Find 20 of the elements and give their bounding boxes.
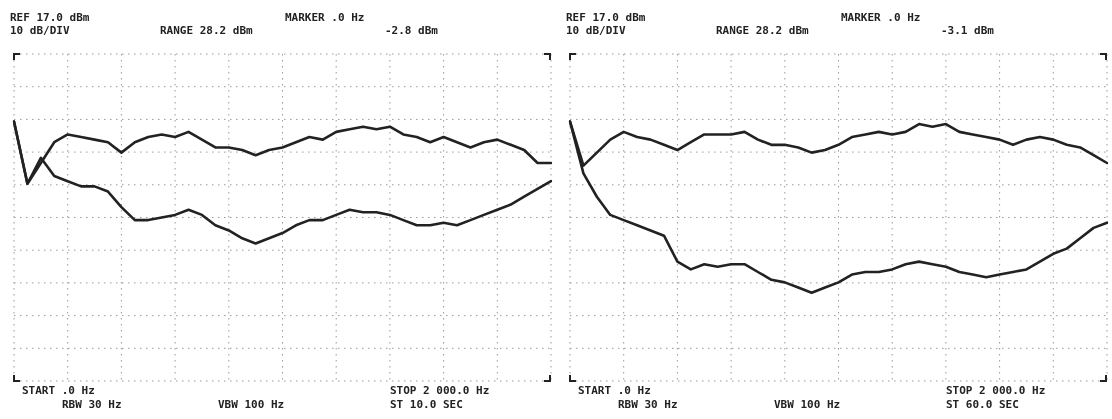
text: ST 10.0 SEC — [390, 398, 463, 411]
text: -2.8 dBm — [385, 24, 438, 37]
text: VBW 100 Hz — [218, 398, 285, 411]
text: START .0 Hz — [22, 384, 95, 397]
text: MARKER .0 Hz — [841, 11, 921, 24]
text: RBW 30 Hz — [62, 398, 122, 411]
text: STOP 2 000.0 Hz — [946, 384, 1046, 397]
text: STOP 2 000.0 Hz — [390, 384, 490, 397]
text: REF 17.0 dBm — [10, 11, 90, 24]
text: 10 dB/DIV — [566, 24, 626, 37]
text: START .0 Hz — [578, 384, 651, 397]
text: REF 17.0 dBm — [566, 11, 646, 24]
text: -3.1 dBm — [941, 24, 994, 37]
text: RANGE 28.2 dBm — [160, 24, 253, 37]
text: MARKER .0 Hz — [285, 11, 365, 24]
text: RANGE 28.2 dBm — [716, 24, 809, 37]
text: ST 60.0 SEC — [946, 398, 1019, 411]
text: 10 dB/DIV — [10, 24, 70, 37]
text: RBW 30 Hz — [618, 398, 678, 411]
text: VBW 100 Hz — [774, 398, 841, 411]
